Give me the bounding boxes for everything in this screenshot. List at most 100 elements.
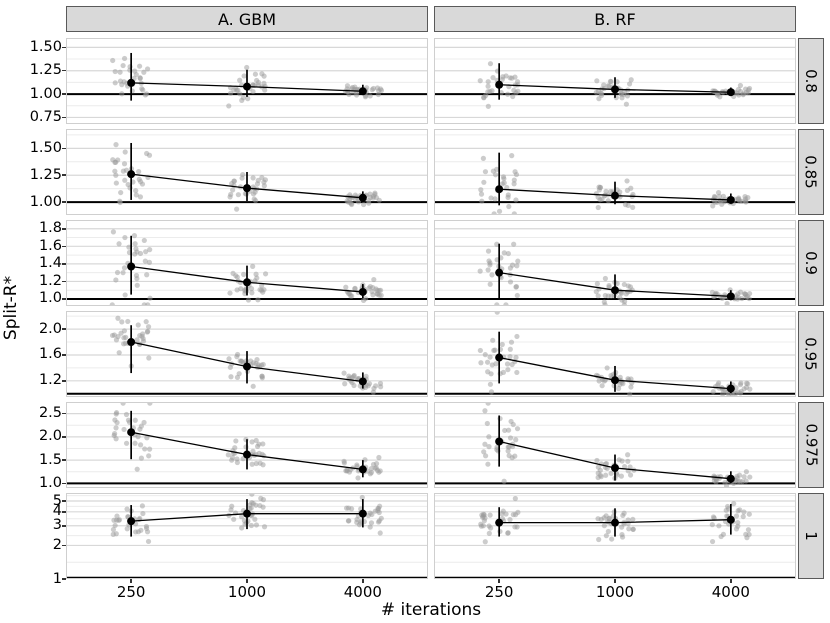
jitter-point: [241, 271, 247, 277]
jitter-point: [113, 337, 120, 343]
jitter-point: [511, 241, 517, 247]
jitter-point: [746, 511, 752, 517]
jitter-point: [125, 318, 131, 325]
column-strip: A. GBM: [66, 6, 428, 32]
jitter-point: [144, 272, 150, 278]
facet-panel: [66, 38, 428, 124]
mean-point: [726, 515, 735, 524]
jitter-point: [595, 293, 601, 299]
jitter-point: [363, 373, 369, 379]
y-tick-mark: [62, 459, 66, 461]
jitter-point: [361, 201, 367, 208]
jitter-point: [121, 426, 127, 433]
jitter-point: [141, 237, 147, 244]
jitter-point: [376, 469, 382, 475]
jitter-point: [510, 512, 516, 518]
jitter-point: [123, 167, 130, 173]
jitter-point: [500, 174, 507, 180]
facet-panel: [434, 220, 796, 306]
y-tick-label: 1.25: [29, 166, 62, 183]
jitter-point: [478, 187, 484, 193]
jitter-point: [716, 523, 722, 529]
mean-point: [495, 185, 504, 194]
jitter-point: [124, 526, 130, 532]
jitter-point: [477, 347, 483, 354]
jitter-point: [719, 295, 725, 301]
jitter-point: [351, 373, 357, 379]
row-strip: 0.9: [798, 220, 824, 306]
jitter-point: [133, 529, 139, 535]
x-tick-label: 250: [484, 583, 514, 601]
jitter-point: [505, 367, 511, 373]
y-tick-label: 1.2: [38, 272, 62, 289]
x-tick-label: 4000: [711, 583, 750, 601]
jitter-point: [261, 183, 267, 189]
row-strip-label: 1: [801, 531, 820, 541]
facet-panel: [66, 493, 428, 579]
jitter-point: [250, 263, 256, 269]
jitter-point: [251, 196, 257, 202]
jitter-point: [484, 420, 490, 427]
jitter-point: [505, 91, 511, 97]
jitter-point: [349, 84, 356, 91]
jitter-point: [507, 435, 514, 441]
jitter-point: [115, 315, 121, 321]
jitter-point: [709, 538, 716, 545]
jitter-point: [346, 91, 352, 98]
jitter-point: [140, 331, 146, 337]
jitter-point: [485, 83, 491, 89]
jitter-point: [710, 203, 716, 209]
jitter-point: [122, 177, 128, 183]
jitter-point: [117, 198, 123, 204]
jitter-point: [250, 360, 257, 366]
jitter-point: [738, 380, 744, 386]
y-tick-mark: [62, 69, 66, 72]
column-strip: B. RF: [434, 6, 796, 32]
jitter-point: [349, 506, 355, 512]
jitter-point: [485, 369, 491, 375]
jitter-point: [741, 474, 747, 480]
jitter-point: [132, 251, 138, 257]
jitter-point: [114, 419, 120, 426]
jitter-point: [478, 360, 484, 366]
jitter-point: [135, 322, 141, 328]
jitter-point: [253, 271, 259, 277]
jitter-point: [370, 389, 376, 395]
jitter-point: [254, 356, 260, 363]
jitter-point: [499, 181, 505, 187]
jitter-point: [229, 503, 235, 509]
jitter-point: [486, 258, 492, 264]
jitter-point: [348, 200, 354, 207]
jitter-point: [482, 441, 488, 447]
jitter-point: [716, 193, 723, 199]
jitter-point: [481, 449, 487, 455]
jitter-point: [134, 466, 140, 472]
jitter-point: [123, 440, 130, 446]
mean-point: [611, 376, 619, 385]
jitter-point: [740, 513, 746, 520]
jitter-point: [230, 187, 236, 193]
jitter-point: [360, 297, 367, 304]
jitter-point: [490, 75, 496, 81]
jitter-point: [262, 271, 269, 277]
jitter-point: [373, 383, 379, 389]
jitter-point: [228, 191, 234, 198]
jitter-point: [488, 195, 494, 201]
mean-point: [127, 170, 136, 179]
mean-point: [243, 278, 251, 287]
row-strip: 0.85: [798, 129, 824, 215]
jitter-point: [344, 198, 350, 204]
jitter-point: [745, 527, 752, 533]
jitter-point: [735, 291, 741, 297]
jitter-point: [376, 454, 382, 461]
jitter-point: [628, 77, 634, 83]
jitter-point: [625, 283, 631, 289]
jitter-point: [709, 522, 715, 528]
jitter-point: [368, 465, 374, 472]
jitter-point: [121, 341, 127, 347]
jitter-point: [118, 330, 124, 336]
jitter-point: [494, 241, 500, 247]
jitter-point: [514, 292, 520, 299]
jitter-point: [627, 472, 634, 478]
jitter-point: [262, 87, 268, 93]
